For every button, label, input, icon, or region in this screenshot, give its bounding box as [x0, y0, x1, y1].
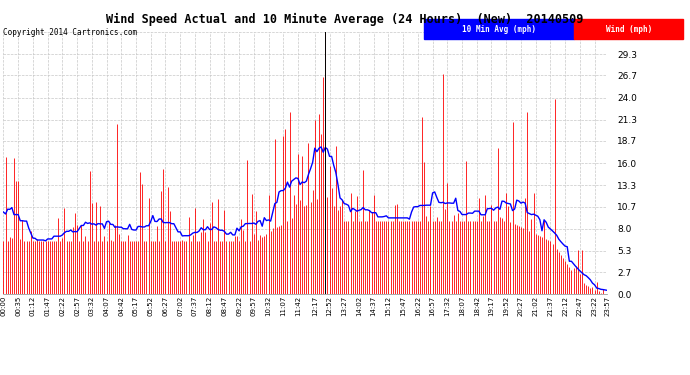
Text: Copyright 2014 Cartronics.com: Copyright 2014 Cartronics.com: [3, 28, 137, 37]
Bar: [574, 19, 683, 39]
Text: 10 Min Avg (mph): 10 Min Avg (mph): [462, 25, 536, 34]
Bar: [424, 19, 574, 39]
Text: Wind Speed Actual and 10 Minute Average (24 Hours)  (New)  20140509: Wind Speed Actual and 10 Minute Average …: [106, 13, 584, 26]
Text: Wind (mph): Wind (mph): [606, 25, 652, 34]
